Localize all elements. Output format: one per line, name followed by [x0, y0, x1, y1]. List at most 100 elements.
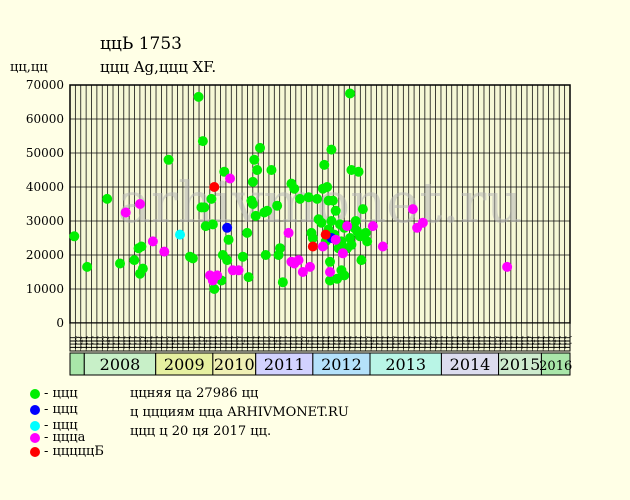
x-tick-label: цц: [476, 336, 487, 349]
legend-dot-green: [30, 388, 40, 399]
data-point: [325, 256, 335, 267]
x-tick-label: цц: [175, 336, 186, 349]
chart-subtitle: ццц Ag,ццц XF.: [100, 58, 217, 76]
y-tick-label: 0: [56, 316, 64, 330]
year-label: 2009: [164, 355, 205, 374]
x-tick-label: цц: [293, 336, 304, 349]
x-tick-label: цр: [234, 336, 245, 349]
x-tick-label: цц: [412, 336, 423, 349]
x-tick-label: цц: [250, 336, 261, 349]
x-tick-label: цр: [267, 336, 278, 349]
data-point: [345, 88, 355, 99]
x-tick-label: цц: [369, 336, 380, 349]
data-point: [69, 231, 80, 242]
x-tick-label: цр: [363, 336, 374, 349]
x-tick-label: цц: [337, 336, 348, 349]
data-point: [223, 234, 234, 245]
x-tick-label: цц: [186, 336, 197, 349]
data-point: [320, 229, 331, 240]
x-tick-label: цц: [396, 336, 407, 349]
data-point: [353, 166, 364, 177]
data-point: [187, 253, 198, 264]
data-point: [206, 193, 217, 204]
data-point: [197, 136, 208, 147]
data-point: [163, 154, 174, 165]
data-point: [337, 248, 348, 259]
data-point: [305, 261, 315, 272]
data-point: [407, 204, 418, 215]
data-point: [356, 255, 367, 266]
year-label: 2010: [214, 355, 255, 374]
data-point: [209, 284, 220, 294]
x-tick-label: цц: [347, 336, 358, 349]
data-point: [326, 216, 337, 226]
data-point: [262, 205, 273, 216]
data-point: [297, 267, 308, 277]
data-point: [207, 219, 218, 230]
data-point: [120, 207, 131, 218]
x-tick-label: цр: [197, 336, 208, 349]
legend-item-red: - цццццБ: [30, 444, 104, 459]
x-tick-label: цц: [207, 336, 218, 349]
x-tick-label: цц: [111, 336, 122, 349]
x-tick-label: цц: [304, 336, 315, 349]
x-tick-label: цц: [116, 336, 127, 349]
x-tick-label: цц: [121, 336, 132, 349]
y-tick-label: 70000: [26, 78, 64, 92]
x-tick-label: цц: [557, 336, 568, 349]
x-tick-label: цц: [240, 336, 251, 349]
x-tick-label: цц: [439, 336, 450, 349]
x-tick-label: цр: [525, 336, 536, 349]
x-tick-label: цц: [552, 336, 563, 349]
x-tick-label: цц: [326, 336, 337, 349]
year-label: 2016: [539, 359, 572, 374]
x-tick-label: цц: [245, 336, 256, 349]
legend-dot-cyan: [30, 420, 40, 431]
x-tick-label: цц: [455, 336, 466, 349]
data-point: [255, 142, 265, 153]
x-tick-label: цц: [380, 336, 391, 349]
x-tick-label: цц: [385, 336, 396, 349]
data-point: [367, 221, 378, 232]
data-point: [243, 272, 254, 283]
y-tick-label: 60000: [26, 112, 64, 126]
y-tick-label: 40000: [26, 180, 64, 194]
data-point: [277, 277, 288, 288]
plot-area: [70, 85, 570, 323]
data-point: [242, 227, 253, 238]
data-point: [307, 233, 318, 243]
y-tick-label: 50000: [26, 146, 64, 160]
x-tick-label: цц: [530, 336, 541, 349]
x-tick-label: цц: [202, 336, 213, 349]
legend-item-magenta: - цццa: [30, 430, 85, 445]
x-tick-label: цц: [277, 336, 288, 349]
x-tick-label: цр: [138, 336, 149, 349]
x-tick-label: цр: [390, 336, 401, 349]
data-point: [249, 154, 260, 165]
x-tick-area: [69, 322, 571, 352]
x-tick-label: цр: [331, 336, 342, 349]
x-tick-label: цр: [299, 336, 310, 349]
x-tick-label: цц: [191, 336, 202, 349]
legend-label: - ццц: [44, 402, 78, 417]
year-label: 2008: [100, 355, 141, 374]
x-tick-label: цц: [159, 336, 170, 349]
x-tick-label: цц: [466, 336, 477, 349]
data-point: [286, 256, 297, 267]
data-point: [272, 200, 283, 211]
data-point: [275, 243, 285, 254]
data-point: [136, 241, 147, 252]
x-tick-label: цц: [320, 336, 331, 349]
data-point: [346, 239, 357, 250]
data-point: [102, 193, 113, 204]
data-point: [303, 192, 314, 203]
data-point: [330, 234, 341, 245]
footer-source: ц ццциям цца ARHIVMONET.RU: [130, 405, 349, 420]
legend-label: - ццц: [44, 386, 78, 401]
legend-item-sold: - ццц: [30, 386, 78, 401]
x-tick-label: цц: [503, 336, 514, 349]
data-point: [207, 275, 218, 286]
data-point: [225, 173, 235, 184]
data-point: [147, 236, 158, 247]
data-point: [159, 246, 170, 257]
